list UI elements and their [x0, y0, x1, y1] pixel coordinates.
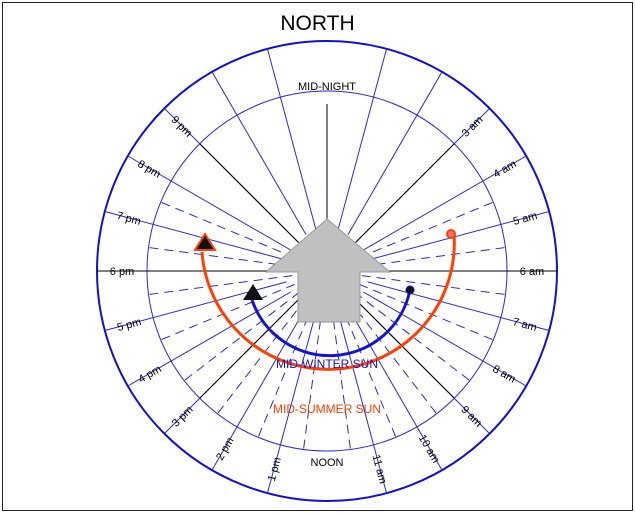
summer-path-label: MID-SUMMER SUN	[273, 402, 381, 416]
summer-path	[200, 233, 456, 371]
hour-label: 1 pm	[266, 456, 284, 483]
half-hour-ray	[160, 201, 295, 259]
hour-label: 3 am	[460, 114, 486, 140]
winter-path-label: MID-WINTER SUN	[276, 357, 378, 371]
hour-spoke	[337, 311, 388, 494]
half-hour-ray	[257, 303, 315, 438]
north-arrow-shape	[264, 218, 392, 323]
hour-label: 7 am	[511, 316, 538, 334]
hour-spoke	[363, 155, 527, 251]
half-hour-ray	[160, 283, 295, 341]
diagonal-axis	[354, 298, 455, 399]
half-hour-ray	[339, 303, 397, 438]
hour-spoke	[347, 307, 443, 471]
half-hour-ray	[361, 247, 506, 267]
path-labels: MID-WINTER SUN MID-SUMMER SUN	[273, 357, 381, 416]
half-hour-ray	[303, 305, 323, 450]
hour-label: 2 pm	[214, 435, 237, 462]
hour-label: 6 pm	[110, 266, 134, 278]
half-hour-ray	[331, 305, 351, 450]
half-hour-ray	[359, 201, 494, 259]
summer-end-marker	[446, 229, 456, 239]
half-hour-ray	[359, 283, 494, 341]
hour-label: 3 pm	[170, 404, 196, 430]
half-hour-ray	[347, 298, 437, 415]
half-hour-ray	[354, 291, 471, 381]
hour-spoke	[363, 291, 527, 387]
hour-spoke	[266, 311, 317, 494]
hour-label: 6 am	[520, 266, 544, 278]
hour-spoke	[266, 48, 317, 231]
hour-label: 7 pm	[115, 210, 142, 228]
hour-spoke	[337, 48, 388, 231]
diagonal-axis	[354, 143, 455, 244]
half-hour-ray	[183, 291, 300, 381]
diagonal-axis	[199, 143, 300, 244]
hour-label: 5 am	[512, 210, 539, 228]
winter-start-marker	[243, 284, 263, 300]
hour-label: 4 am	[491, 158, 518, 181]
hour-spoke	[367, 210, 550, 261]
path-markers	[193, 229, 456, 300]
hour-label: 10 am	[416, 433, 442, 465]
midnight-label: MID-NIGHT	[298, 81, 356, 93]
half-hour-ray	[361, 275, 506, 295]
noon-label: NOON	[311, 457, 344, 469]
hour-spoke	[104, 210, 287, 261]
hour-spoke	[211, 307, 307, 471]
sun-paths	[200, 233, 456, 371]
hour-label: 5 pm	[116, 316, 143, 334]
hour-label: 8 pm	[135, 158, 162, 181]
hour-label: 8 am	[490, 363, 517, 386]
north-title: NORTH	[280, 12, 355, 35]
winter-path	[250, 289, 412, 358]
summer-start-marker	[193, 232, 217, 251]
hour-label: 11 am	[369, 453, 388, 485]
hour-spoke	[127, 155, 291, 251]
hour-spoke	[127, 291, 291, 387]
hour-label: 4 pm	[136, 363, 163, 386]
hour-spoke	[367, 281, 550, 332]
hour-label: 9 am	[458, 404, 484, 430]
hour-spoke	[347, 71, 443, 235]
half-hour-ray	[148, 275, 293, 295]
hour-spoke	[211, 71, 307, 235]
half-hour-ray	[148, 247, 293, 267]
diagonal-axis	[199, 298, 300, 399]
winter-end-marker	[405, 285, 415, 295]
hour-label: 9 pm	[168, 114, 194, 140]
north-arrow	[264, 218, 392, 323]
half-hour-ray	[217, 298, 307, 415]
